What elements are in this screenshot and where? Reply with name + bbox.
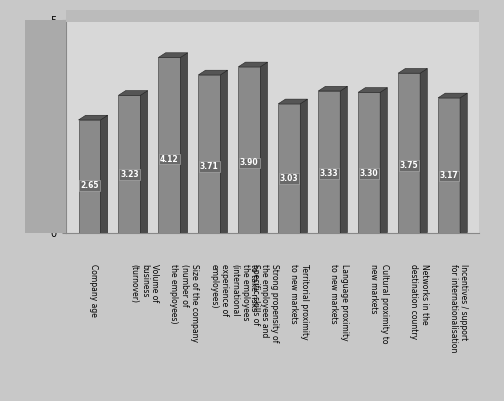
- Text: 3.75: 3.75: [400, 161, 418, 170]
- Polygon shape: [118, 91, 148, 95]
- Bar: [438, 98, 460, 233]
- Polygon shape: [260, 62, 268, 233]
- Polygon shape: [398, 69, 427, 73]
- Text: 3.90: 3.90: [240, 158, 259, 168]
- Text: 3.03: 3.03: [280, 174, 298, 183]
- Text: 3.23: 3.23: [120, 170, 139, 179]
- Text: 3.17: 3.17: [439, 172, 459, 180]
- Text: Company age: Company age: [90, 265, 98, 317]
- Text: 3.33: 3.33: [320, 169, 339, 178]
- Polygon shape: [220, 70, 227, 233]
- Polygon shape: [358, 88, 388, 92]
- Text: 4.12: 4.12: [160, 154, 179, 164]
- Text: Networks in the
destination country: Networks in the destination country: [409, 265, 428, 340]
- Bar: [199, 75, 220, 233]
- Bar: [318, 91, 340, 233]
- Text: 3.30: 3.30: [360, 169, 379, 178]
- Text: Cultural proximity to
new markets: Cultural proximity to new markets: [369, 265, 389, 344]
- Polygon shape: [180, 53, 187, 233]
- Text: Specific skills of
the employees
(international
experience of
employees): Specific skills of the employees (intern…: [209, 265, 260, 326]
- Polygon shape: [278, 99, 307, 104]
- Text: Incentives / support
for internationalisation: Incentives / support for internationalis…: [449, 265, 469, 353]
- Bar: [79, 120, 100, 233]
- Polygon shape: [79, 115, 108, 120]
- Polygon shape: [300, 99, 307, 233]
- Text: Volume of
business
(turnover): Volume of business (turnover): [130, 265, 159, 304]
- Polygon shape: [199, 70, 227, 75]
- Polygon shape: [340, 86, 347, 233]
- Bar: [278, 104, 300, 233]
- Bar: [398, 73, 420, 233]
- Text: Language proximity
to new markets: Language proximity to new markets: [329, 265, 349, 341]
- Y-axis label: Mean: Mean: [35, 111, 45, 142]
- Polygon shape: [460, 93, 467, 233]
- Text: 2.65: 2.65: [80, 181, 99, 190]
- Bar: [358, 92, 380, 233]
- Polygon shape: [100, 115, 108, 233]
- Bar: [118, 95, 141, 233]
- Polygon shape: [238, 62, 268, 67]
- Polygon shape: [438, 93, 467, 98]
- Bar: [238, 67, 260, 233]
- Polygon shape: [318, 86, 347, 91]
- Polygon shape: [380, 88, 388, 233]
- Polygon shape: [158, 53, 187, 57]
- Polygon shape: [141, 91, 148, 233]
- Text: Strong propensity of
the employees and
to take risks: Strong propensity of the employees and t…: [249, 265, 279, 343]
- Text: Size of the company
(number of
the employees): Size of the company (number of the emplo…: [169, 265, 199, 342]
- Text: 3.71: 3.71: [200, 162, 219, 171]
- Text: Territorial proximity
to new markets: Territorial proximity to new markets: [289, 265, 308, 340]
- Bar: [158, 57, 180, 233]
- Polygon shape: [420, 69, 427, 233]
